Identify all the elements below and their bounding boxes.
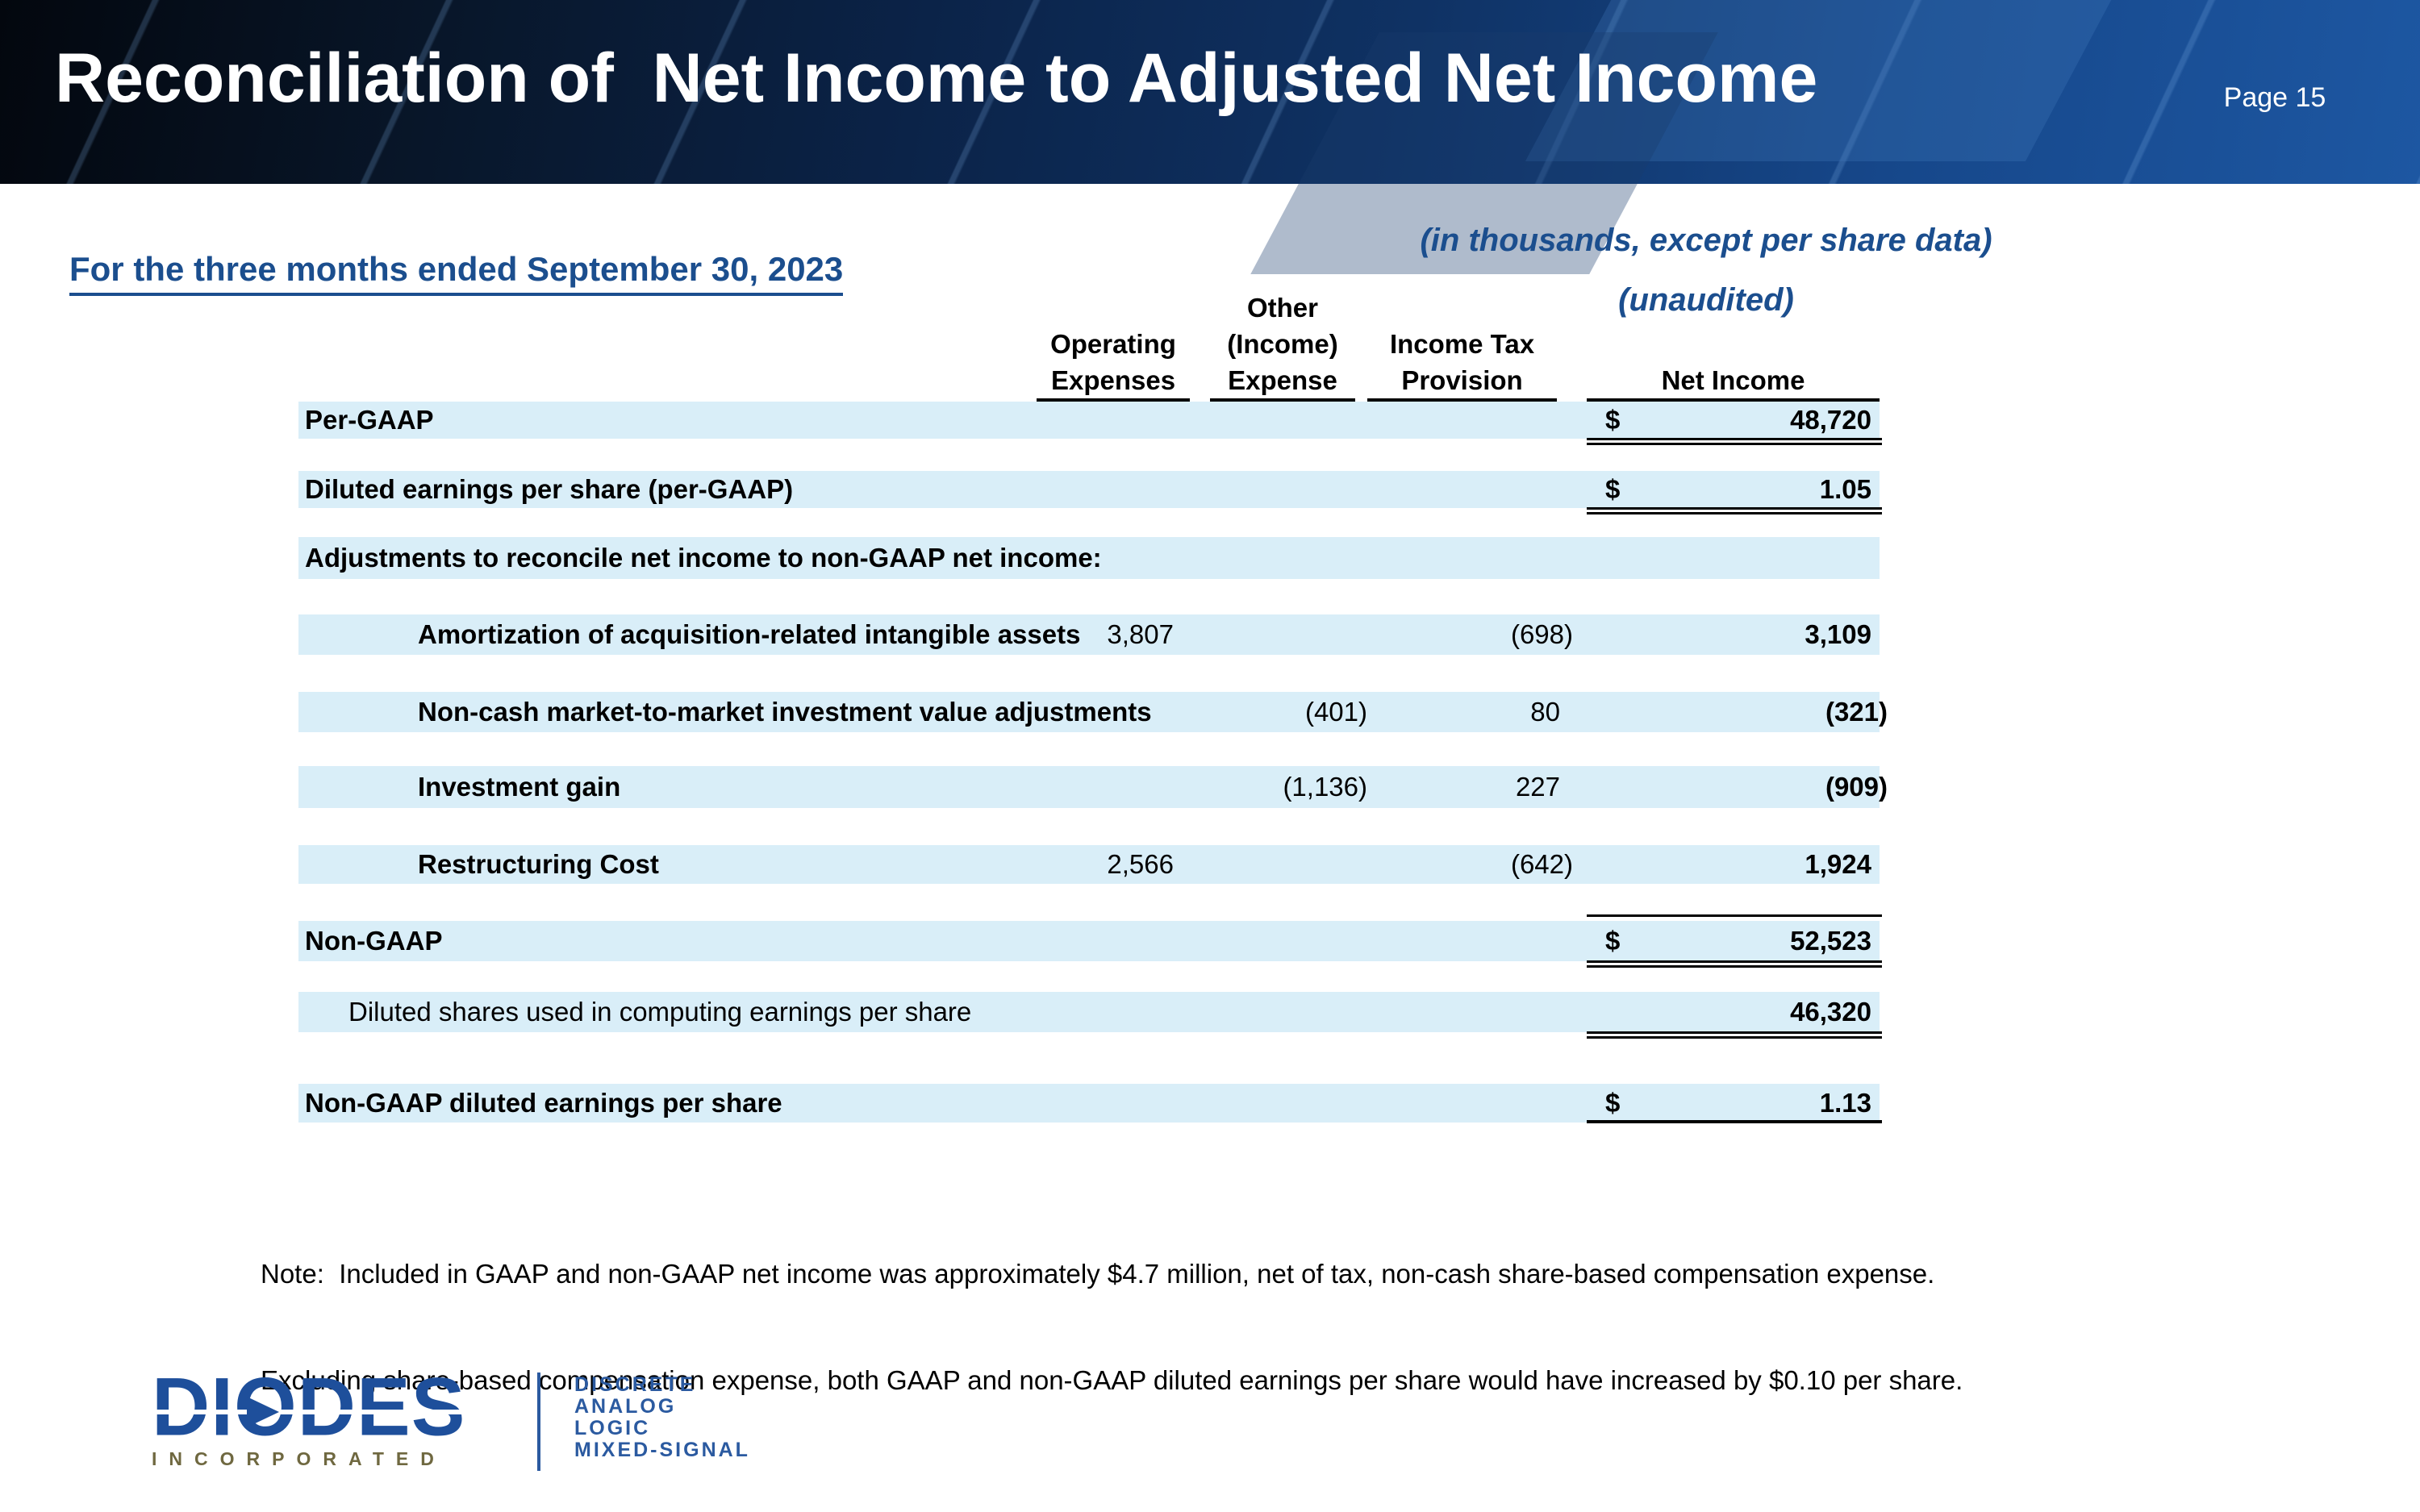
table-row-investment-gain: Investment gain (1,136) 227 (909) bbox=[298, 766, 1888, 808]
footnote-line: Excluding share-based compensation expen… bbox=[261, 1365, 1963, 1395]
table-row-restructuring-cost: Restructuring Cost 2,566 (642) 1,924 bbox=[298, 845, 1880, 884]
diode-symbol-line bbox=[144, 1410, 505, 1414]
income-tax-value: (642) bbox=[1510, 849, 1573, 879]
diodes-wordmark-text: DIODES bbox=[152, 1360, 466, 1454]
net-income-value: 46,320 bbox=[1790, 997, 1871, 1027]
column-header-line: (Income) bbox=[1227, 329, 1338, 359]
dollar-sign: $ bbox=[1605, 474, 1621, 504]
header-banner: Reconciliation of Net Income to Adjusted… bbox=[0, 0, 2420, 274]
incorporated-text: INCORPORATED bbox=[152, 1448, 446, 1469]
units-note: (in thousands, except per share data) bbox=[1420, 223, 1992, 258]
column-header-other-income-expense: Other (Income) Expense bbox=[1210, 289, 1355, 402]
row-label: Restructuring Cost bbox=[418, 849, 659, 879]
column-header-income-tax-provision: Income Tax Provision bbox=[1367, 289, 1557, 402]
column-header-line: Net Income bbox=[1661, 365, 1805, 395]
footnote-line: Note: Included in GAAP and non-GAAP net … bbox=[261, 1259, 1935, 1289]
footnote: Note: Included in GAAP and non-GAAP net … bbox=[261, 1185, 2076, 1469]
table-row-non-gaap-diluted-eps: Non-GAAP diluted earnings per share $ 1.… bbox=[298, 1084, 1882, 1123]
net-income-value: 52,523 bbox=[1790, 926, 1871, 956]
net-income-value: 1.05 bbox=[1819, 474, 1871, 504]
diodes-logo: DIODES INCORPORATED DISCRETE ANALOG LOGI… bbox=[144, 1360, 878, 1490]
double-rule bbox=[1587, 438, 1882, 445]
net-income-value: 1.13 bbox=[1819, 1088, 1871, 1118]
double-rule bbox=[1587, 507, 1882, 514]
double-rule bbox=[1587, 960, 1882, 968]
diodes-wordmark: DIODES bbox=[144, 1360, 507, 1454]
table-row-diluted-shares: Diluted shares used in computing earning… bbox=[298, 992, 1882, 1039]
income-tax-value: (698) bbox=[1510, 619, 1573, 649]
column-header-line: Operating bbox=[1050, 329, 1176, 359]
column-header-line: Other bbox=[1246, 293, 1318, 323]
row-label: Non-GAAP bbox=[305, 926, 443, 956]
dollar-sign: $ bbox=[1605, 926, 1621, 956]
double-rule bbox=[1587, 1031, 1882, 1039]
slide-title: Reconciliation of Net Income to Adjusted… bbox=[55, 40, 1818, 117]
diode-arrow-icon bbox=[247, 1397, 279, 1427]
row-label: Amortization of acquisition-related inta… bbox=[418, 619, 1081, 649]
column-header-line: Expense bbox=[1228, 365, 1337, 395]
operating-expenses-value: 2,566 bbox=[1107, 849, 1174, 879]
row-label: Non-cash market-to-market investment val… bbox=[418, 697, 1152, 727]
row-label: Per-GAAP bbox=[305, 405, 434, 435]
tagline-line: DISCRETE bbox=[574, 1373, 696, 1396]
operating-expenses-value: 3,807 bbox=[1107, 619, 1174, 649]
row-label: Adjustments to reconcile net income to n… bbox=[305, 543, 1102, 573]
dollar-sign: $ bbox=[1605, 405, 1621, 435]
net-income-value: (321) bbox=[1825, 697, 1888, 727]
total-top-rule bbox=[1587, 914, 1882, 917]
row-label: Diluted shares used in computing earning… bbox=[348, 997, 972, 1027]
column-header-operating-expenses: Operating Expenses bbox=[1037, 289, 1190, 402]
tagline-line: LOGIC bbox=[574, 1417, 651, 1439]
income-tax-value: 80 bbox=[1530, 697, 1560, 727]
column-header-line: Expenses bbox=[1050, 365, 1176, 395]
table-row-non-gaap: Non-GAAP $ 52,523 bbox=[298, 914, 1882, 968]
row-label: Diluted earnings per share (per-GAAP) bbox=[305, 474, 794, 504]
income-tax-value: 227 bbox=[1515, 772, 1560, 802]
dollar-sign: $ bbox=[1605, 1088, 1621, 1118]
page-number: Page 15 bbox=[2223, 82, 2326, 113]
net-income-value: (909) bbox=[1825, 772, 1888, 802]
period-heading: For the three months ended September 30,… bbox=[69, 250, 844, 296]
tagline-line: MIXED-SIGNAL bbox=[574, 1439, 750, 1461]
banner-streaks-decoration bbox=[0, 0, 2420, 184]
column-header-line: Provision bbox=[1401, 365, 1523, 395]
net-income-value: 48,720 bbox=[1790, 405, 1871, 435]
column-header-net-income: Net Income bbox=[1587, 289, 1880, 402]
unaudited-note: (unaudited) bbox=[1618, 282, 1794, 318]
tagline-line: ANALOG bbox=[574, 1395, 677, 1418]
other-income-expense-value: (1,136) bbox=[1283, 772, 1367, 802]
single-rule bbox=[1587, 1120, 1882, 1123]
table-row-diluted-eps-gaap: Diluted earnings per share (per-GAAP) $ … bbox=[298, 471, 1882, 514]
table-row-non-cash-adjustments: Non-cash market-to-market investment val… bbox=[298, 692, 1888, 732]
net-income-value: 3,109 bbox=[1805, 619, 1871, 649]
logo-tagline: DISCRETE ANALOG LOGIC MIXED-SIGNAL bbox=[574, 1374, 750, 1461]
net-income-value: 1,924 bbox=[1805, 849, 1871, 879]
row-label: Investment gain bbox=[418, 772, 621, 802]
row-label: Non-GAAP diluted earnings per share bbox=[305, 1088, 782, 1118]
table-row-amortization: Amortization of acquisition-related inta… bbox=[298, 614, 1880, 655]
table-row-adjustments-heading: Adjustments to reconcile net income to n… bbox=[298, 537, 1880, 579]
logo-divider bbox=[537, 1372, 540, 1471]
other-income-expense-value: (401) bbox=[1304, 697, 1367, 727]
table-row-per-gaap: Per-GAAP $ 48,720 bbox=[298, 402, 1882, 445]
column-header-line: Income Tax bbox=[1389, 329, 1535, 359]
